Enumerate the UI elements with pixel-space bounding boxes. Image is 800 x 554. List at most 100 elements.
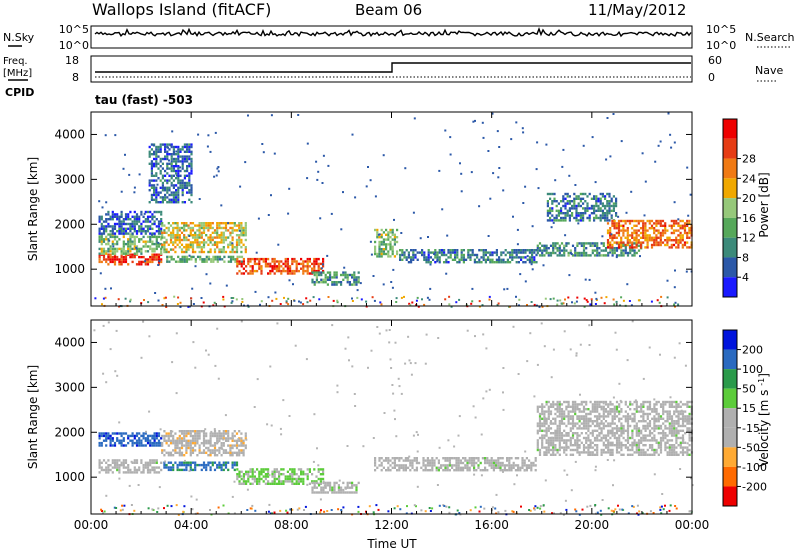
data-cell — [319, 477, 322, 481]
data-cell — [683, 222, 687, 225]
data-cell — [541, 408, 544, 411]
data-cell — [403, 251, 406, 254]
data-cell — [138, 437, 141, 440]
data-cell — [188, 165, 191, 168]
data-cell — [554, 432, 557, 435]
data-cell — [107, 263, 110, 266]
data-cell — [560, 432, 564, 435]
data-cell — [659, 403, 663, 406]
data-cell — [175, 191, 178, 194]
data-cell — [247, 473, 250, 476]
data-cell — [231, 238, 234, 242]
data-cell — [170, 191, 173, 194]
data-cell — [655, 451, 658, 454]
data-cell — [584, 207, 587, 210]
data-cell — [187, 446, 190, 450]
data-cell — [213, 229, 217, 232]
data-cell — [122, 232, 125, 235]
data-cell — [172, 145, 175, 149]
data-cell — [517, 469, 520, 472]
data-cell — [293, 257, 296, 261]
data-cell — [185, 449, 188, 452]
data-cell — [191, 250, 195, 254]
data-cell — [213, 454, 217, 457]
data-cell — [172, 167, 175, 170]
data-cell — [618, 446, 621, 449]
data-cell — [233, 434, 236, 438]
data-cell — [558, 244, 561, 247]
speckle-cell — [222, 298, 225, 301]
data-cell — [644, 444, 647, 447]
data-cell — [615, 427, 619, 430]
data-cell — [469, 253, 472, 257]
speckle-cell — [650, 300, 653, 303]
data-cell — [468, 461, 471, 465]
data-cell — [198, 434, 201, 438]
data-cell — [344, 276, 347, 279]
scatter-cell — [104, 134, 107, 137]
scatter-cell — [359, 282, 362, 285]
data-cell — [387, 233, 390, 236]
data-cell — [135, 471, 139, 474]
scatter-cell — [267, 214, 270, 216]
data-cell — [557, 219, 560, 222]
speckle-cell — [94, 297, 97, 300]
data-cell — [554, 439, 557, 442]
data-cell — [662, 408, 665, 411]
data-cell — [657, 420, 660, 423]
data-cell — [567, 412, 570, 416]
data-cell — [131, 247, 134, 251]
data-cell — [618, 420, 621, 423]
data-cell — [466, 466, 469, 469]
data-cell — [324, 491, 327, 494]
data-cell — [492, 464, 495, 467]
data-cell — [148, 153, 151, 156]
data-cell — [564, 214, 567, 217]
speckle-cell — [603, 302, 606, 305]
data-cell — [560, 439, 564, 442]
data-cell — [196, 430, 199, 433]
data-cell — [124, 432, 128, 435]
speckle-cell — [423, 303, 426, 306]
data-cell — [521, 457, 524, 460]
data-cell — [558, 422, 561, 425]
data-cell — [491, 261, 494, 264]
data-cell — [105, 434, 108, 438]
data-cell — [553, 219, 556, 222]
scatter-cell — [220, 204, 223, 207]
data-cell — [598, 427, 601, 430]
data-cell — [431, 459, 434, 462]
data-cell — [144, 218, 147, 221]
scatter-cell — [120, 190, 123, 193]
data-cell — [317, 269, 320, 273]
data-cell — [159, 150, 162, 153]
data-cell — [113, 464, 117, 467]
data-cell — [465, 258, 468, 261]
data-cell — [495, 464, 498, 467]
data-cell — [169, 461, 173, 464]
data-cell — [538, 427, 542, 430]
data-cell — [178, 451, 181, 454]
data-cell — [191, 222, 195, 225]
data-cell — [317, 257, 320, 261]
data-cell — [585, 415, 588, 418]
data-cell — [166, 196, 169, 199]
data-cell — [186, 150, 189, 153]
data-cell — [149, 468, 152, 472]
data-cell — [198, 437, 201, 440]
scatter-cell — [522, 202, 525, 204]
data-cell — [560, 249, 564, 252]
data-cell — [191, 434, 195, 438]
data-cell — [320, 278, 323, 281]
data-cell — [317, 262, 320, 266]
data-cell — [547, 254, 550, 257]
data-cell — [593, 420, 597, 423]
data-cell — [653, 448, 656, 452]
data-cell — [333, 488, 336, 492]
data-cell — [127, 263, 130, 266]
speckle-cell — [662, 508, 665, 511]
data-cell — [648, 422, 652, 425]
data-cell — [626, 432, 630, 435]
data-cell — [105, 213, 108, 216]
data-cell — [142, 255, 145, 259]
